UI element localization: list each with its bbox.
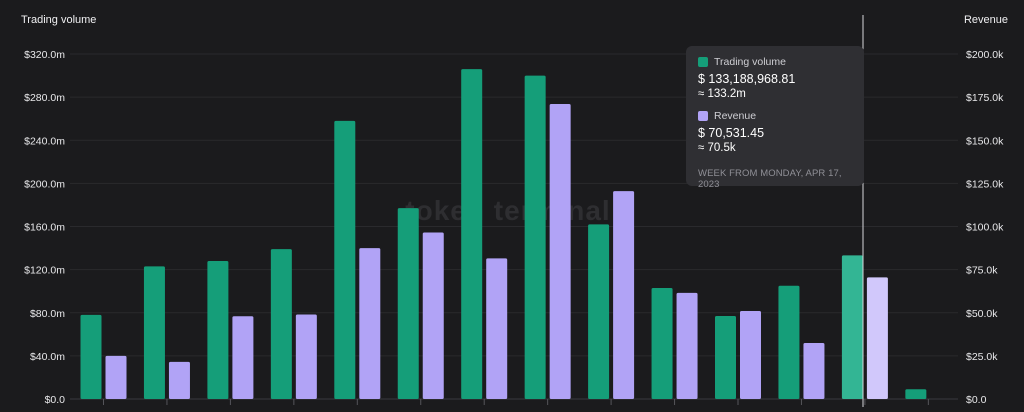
- tooltip-revenue-approx: ≈ 70.5k: [698, 142, 736, 154]
- bar-revenue[interactable]: [676, 292, 698, 399]
- bar-revenue[interactable]: [422, 232, 444, 399]
- bar-trading-volume[interactable]: [397, 208, 419, 399]
- y-left-tick-label: $40.0m: [30, 351, 65, 363]
- bar-revenue[interactable]: [486, 258, 508, 399]
- y-right-tick-label: $175.0k: [966, 92, 1004, 104]
- y-right-tick-label: $125.0k: [966, 178, 1004, 190]
- bar-trading-volume[interactable]: [841, 255, 863, 399]
- y-right-tick-label: $200.0k: [966, 49, 1004, 61]
- y-left-tick-label: $240.0m: [24, 135, 65, 147]
- bar-trading-volume[interactable]: [80, 314, 102, 399]
- bar-revenue[interactable]: [232, 316, 254, 399]
- bar-trading-volume[interactable]: [778, 285, 800, 399]
- y-axis-left-title: Trading volume: [21, 14, 97, 26]
- bar-revenue[interactable]: [549, 104, 571, 400]
- bar-trading-volume[interactable]: [715, 315, 736, 399]
- bar-trading-volume[interactable]: [905, 389, 927, 399]
- bar-trading-volume[interactable]: [334, 120, 356, 399]
- y-right-tick-label: $150.0k: [966, 135, 1004, 147]
- bar-revenue[interactable]: [295, 314, 317, 399]
- tooltip-volume-label: Trading volume: [714, 56, 786, 68]
- bar-trading-volume[interactable]: [270, 249, 292, 399]
- bar-trading-volume[interactable]: [651, 287, 673, 399]
- y-right-tick-label: $75.0k: [966, 265, 998, 277]
- bar-trading-volume[interactable]: [588, 224, 610, 399]
- bar-revenue[interactable]: [359, 248, 381, 399]
- bar-revenue[interactable]: [168, 361, 190, 399]
- tooltip-revenue-label: Revenue: [714, 110, 757, 122]
- bar-revenue[interactable]: [740, 311, 761, 399]
- watermark: token terminal: [405, 195, 610, 226]
- bar-revenue[interactable]: [105, 355, 127, 399]
- y-right-tick-label: $50.0k: [966, 308, 998, 320]
- y-axis-right-title: Revenue: [963, 14, 1008, 26]
- volume-swatch-icon: [698, 57, 708, 67]
- y-right-tick-label: $100.0k: [966, 222, 1004, 234]
- bar-revenue[interactable]: [866, 277, 888, 399]
- tooltip-volume-approx: ≈ 133.2m: [698, 88, 746, 100]
- tooltip-volume-row: Trading volume: [698, 56, 852, 68]
- bar-trading-volume[interactable]: [524, 75, 546, 399]
- tooltip-revenue-value: $ 70,531.45: [698, 126, 765, 140]
- bar-trading-volume[interactable]: [461, 69, 483, 399]
- tooltip-week-label: WEEK FROM MONDAY, APR 17, 2023: [698, 168, 842, 190]
- y-left-tick-label: $280.0m: [24, 92, 65, 104]
- y-right-tick-label: $0.0: [966, 394, 987, 406]
- tooltip-volume-value: $ 133,188,968.81: [698, 72, 796, 86]
- y-left-tick-label: $320.0m: [24, 49, 65, 61]
- bar-revenue[interactable]: [803, 342, 825, 399]
- y-right-tick-label: $25.0k: [966, 351, 998, 363]
- tooltip-revenue-row: Revenue: [698, 110, 852, 122]
- bar-trading-volume[interactable]: [143, 266, 165, 399]
- bar-trading-volume[interactable]: [207, 261, 229, 399]
- y-left-tick-label: $200.0m: [24, 178, 65, 190]
- y-left-tick-label: $80.0m: [30, 308, 65, 320]
- y-left-tick-label: $0.0: [45, 394, 66, 406]
- hover-tooltip: Trading volume $ 133,188,968.81 ≈ 133.2m…: [686, 46, 864, 190]
- bar-revenue[interactable]: [613, 191, 635, 399]
- y-left-tick-label: $120.0m: [24, 265, 65, 277]
- y-left-tick-label: $160.0m: [24, 222, 65, 234]
- revenue-swatch-icon: [698, 111, 708, 121]
